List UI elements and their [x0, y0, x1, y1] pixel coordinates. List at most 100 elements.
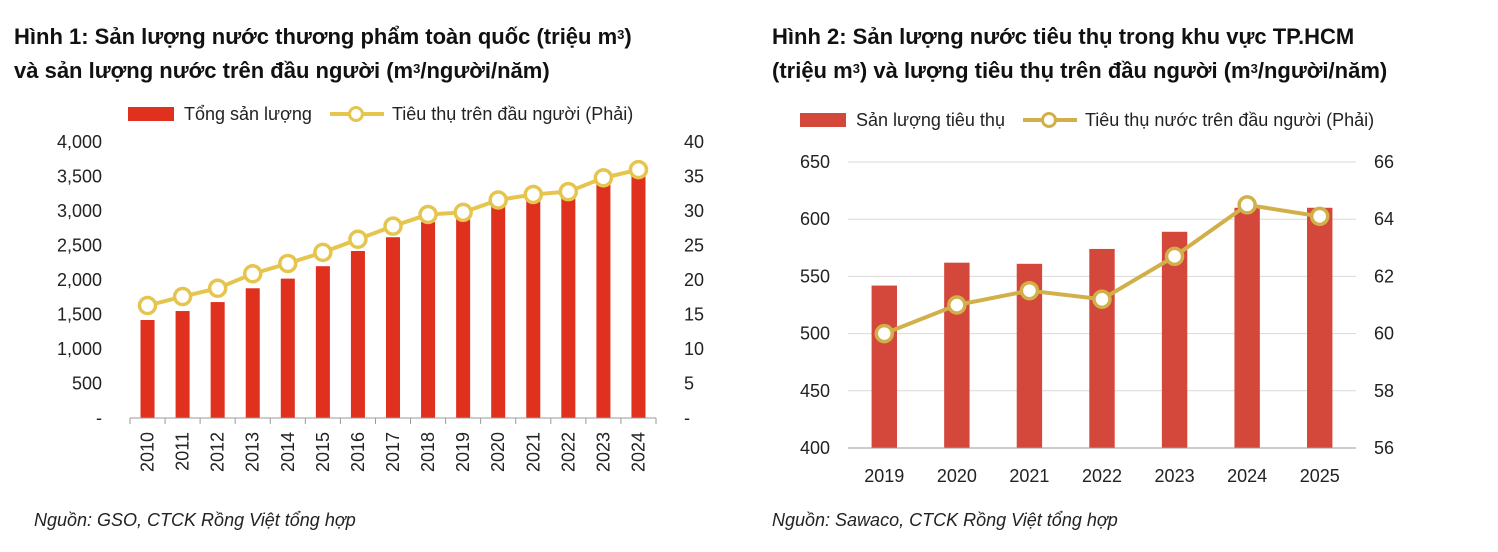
- y2-tick-label: 64: [1374, 209, 1394, 229]
- title-line-2: (triệu m: [772, 58, 853, 83]
- y2-tick-label: -: [684, 408, 690, 428]
- chart-panel-2: Hình 2: Sản lượng nước tiêu thụ trong kh…: [760, 0, 1498, 552]
- y2-tick-label: 30: [684, 201, 704, 221]
- x-tick-label: 2024: [628, 432, 648, 472]
- y-tick-label: 450: [800, 381, 830, 401]
- x-tick-label: 2024: [1227, 466, 1267, 486]
- line-point: [947, 295, 967, 315]
- line-point: [313, 242, 333, 263]
- legend-line-label: Tiêu thụ trên đầu người (Phải): [391, 103, 634, 124]
- legend-line-swatch: [329, 104, 384, 124]
- y-tick-label: 500: [72, 374, 102, 394]
- source-note: Nguồn: Sawaco, CTCK Rồng Việt tổng hợp: [772, 510, 1118, 530]
- x-tick-label: 2021: [1009, 466, 1049, 486]
- chart-plot-1: - 500 1,000 1,500 2,000 2,500 3,000 3,500 4,000 -…: [57, 132, 704, 472]
- y2-tick-label: 40: [684, 132, 704, 152]
- title-line-1-end: ): [624, 24, 632, 49]
- x-tick-label: 2022: [558, 432, 578, 472]
- bar: [315, 266, 330, 418]
- bar: [140, 320, 155, 418]
- legend-bar-label: Sản lượng tiêu thụ: [856, 109, 1005, 130]
- y2-tick-label: 66: [1374, 152, 1394, 172]
- line-point: [1164, 246, 1185, 267]
- title-line-2: và sản lượng nước trên đầu người (m: [14, 58, 414, 83]
- x-tick-label: 2019: [453, 432, 473, 472]
- chart-panel-1: Hình 1: Sản lượng nước thương phẩm toàn …: [0, 0, 740, 552]
- line-point: [348, 229, 368, 250]
- legend-item-bar: Sản lượng tiêu thụ: [800, 110, 1005, 131]
- bar: [245, 288, 260, 418]
- x-tick-label: 2016: [348, 432, 368, 472]
- y2-tick-label: 56: [1374, 438, 1394, 458]
- legend-line-label: Tiêu thụ nước trên đầu người (Phải): [1084, 109, 1375, 130]
- x-tick-label: 2013: [243, 432, 263, 472]
- bar: [280, 278, 295, 418]
- title-superscript: 3: [413, 61, 421, 76]
- x-tick-label: 2011: [173, 432, 193, 471]
- line-point: [1092, 289, 1112, 310]
- bar: [456, 214, 471, 418]
- bar: [491, 206, 506, 418]
- title-line-1: Hình 2: Sản lượng nước tiêu thụ trong kh…: [772, 24, 1355, 49]
- line-point: [593, 168, 614, 188]
- line-point: [1309, 206, 1330, 227]
- y-tick-label: 2,000: [57, 270, 102, 290]
- bar: [350, 251, 365, 418]
- x-tick-label: 2021: [523, 432, 543, 472]
- y-tick-label: 1,000: [57, 339, 102, 359]
- bar: [871, 285, 897, 448]
- x-tick-label: 2025: [1300, 466, 1340, 486]
- line-point: [874, 323, 895, 344]
- chart-title: Hình 1: Sản lượng nước thương phẩm toàn …: [14, 20, 734, 88]
- x-tick-label: 2020: [488, 432, 508, 472]
- x-tick-label: 2022: [1082, 466, 1122, 486]
- title-superscript: 3: [617, 27, 625, 42]
- y-tick-label: 550: [800, 266, 830, 286]
- line-point: [137, 295, 158, 316]
- line-point: [523, 184, 544, 205]
- y-tick-label: 400: [800, 438, 830, 458]
- y2-tick-label: 35: [684, 167, 704, 187]
- y-tick-label: 2,500: [57, 236, 102, 256]
- bar: [421, 222, 436, 418]
- y-tick-label: 650: [800, 152, 830, 172]
- line-point: [1237, 195, 1257, 215]
- y2-tick-label: 62: [1374, 266, 1394, 286]
- line-point: [558, 181, 579, 202]
- line-point: [628, 159, 649, 180]
- y2-tick-label: 20: [684, 270, 704, 290]
- line-point: [453, 202, 473, 223]
- bar: [1089, 248, 1115, 448]
- bar: [596, 183, 611, 418]
- y2-tick-label: 25: [684, 236, 704, 256]
- bar: [175, 311, 190, 418]
- legend-item-line: Tiêu thụ nước trên đầu người (Phải): [1022, 109, 1375, 131]
- y-tick-label: 600: [800, 209, 830, 229]
- bar: [1234, 207, 1260, 448]
- y-tick-label: 4,000: [57, 132, 102, 152]
- x-tick-label: 2023: [1155, 466, 1195, 486]
- title-line-2-end: /người/năm): [420, 58, 550, 83]
- legend-item-line: Tiêu thụ trên đầu người (Phải): [329, 103, 634, 125]
- y-tick-label: -: [96, 408, 102, 428]
- chart-legend: Sản lượng tiêu thụ Tiêu thụ nước trên đầ…: [800, 106, 1392, 134]
- bar: [385, 237, 401, 418]
- y2-tick-label: 5: [684, 374, 694, 394]
- bar: [1161, 231, 1188, 448]
- y2-tick-label: 60: [1374, 324, 1394, 344]
- legend-bar-swatch: [128, 107, 174, 121]
- line-point: [242, 264, 263, 284]
- x-tick-label: 2023: [593, 432, 613, 472]
- bar: [210, 302, 225, 418]
- title-superscript: 3: [852, 61, 860, 76]
- y-tick-label: 500: [800, 324, 830, 344]
- bar: [561, 194, 576, 418]
- line-point: [172, 286, 193, 307]
- y-tick-label: 1,500: [57, 305, 102, 325]
- line-point: [383, 216, 403, 236]
- legend-item-bar: Tổng sản lượng: [128, 104, 312, 125]
- chart-plot-2: 400 450 500 550 600 650 56 58 60 62 64 66 2019 2020 20…: [800, 152, 1394, 486]
- y-tick-label: 3,000: [57, 201, 102, 221]
- legend-bar-swatch: [800, 113, 846, 127]
- chart-legend: Tổng sản lượng Tiêu thụ trên đầu người (…: [128, 100, 651, 128]
